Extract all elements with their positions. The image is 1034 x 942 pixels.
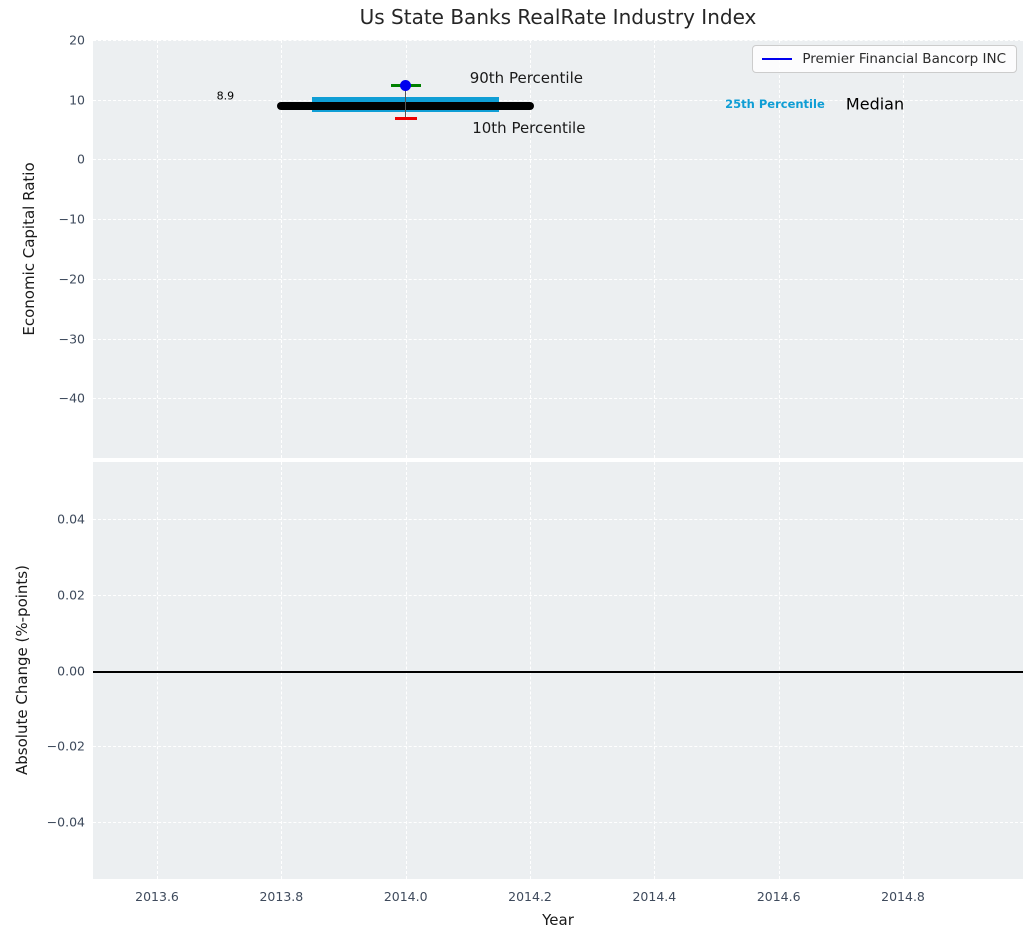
y-tick-label: 0.00	[57, 663, 85, 678]
y-gridline	[93, 99, 1023, 101]
legend: Premier Financial Bancorp INC	[752, 45, 1017, 73]
y-tick-label: 0.04	[57, 511, 85, 527]
y-tick-label: 0	[77, 151, 85, 167]
x-tick-label: 2014.2	[508, 889, 552, 904]
annotation-p10: 10th Percentile	[472, 118, 586, 137]
x-gridline	[405, 40, 407, 458]
legend-label: Premier Financial Bancorp INC	[802, 51, 1006, 67]
top-plot-area: Premier Financial Bancorp INC 8.9 90th Pe…	[93, 40, 1023, 458]
y-axis-ticks-bottom: 0.04 0.02 0.00 −0.02 −0.04	[0, 462, 85, 879]
y-tick-label: 0.02	[57, 587, 85, 603]
y-tick-label: −0.02	[46, 738, 85, 754]
y-gridline	[93, 338, 1023, 340]
y-gridline	[93, 219, 1023, 221]
y-gridline	[93, 594, 1023, 596]
y-gridline	[93, 40, 1023, 41]
y-tick-label: 20	[69, 32, 85, 48]
x-tick-label: 2014.8	[881, 889, 925, 904]
chart-title: Us State Banks RealRate Industry Index	[359, 5, 757, 29]
y-gridline	[93, 159, 1023, 161]
x-axis-ticks: 2013.6 2013.8 2014.0 2014.2 2014.4 2014.6 2014…	[93, 889, 1023, 909]
x-gridline	[654, 40, 656, 458]
x-gridline	[157, 40, 159, 458]
y-tick-label: 10	[69, 92, 85, 108]
y-gridline	[93, 278, 1023, 280]
x-gridline	[281, 40, 283, 458]
annotation-p90: 90th Percentile	[469, 68, 583, 87]
x-gridline	[778, 40, 780, 458]
x-tick-label: 2013.6	[135, 889, 179, 904]
x-tick-label: 2013.8	[259, 889, 304, 904]
annotation-median: Median	[845, 94, 905, 114]
y-gridline	[93, 398, 1023, 400]
y-tick-label: −40	[58, 390, 85, 406]
company-data-point	[400, 79, 412, 91]
y-gridline	[93, 518, 1023, 520]
x-tick-label: 2014.0	[383, 889, 428, 904]
whisker-line	[404, 85, 407, 119]
annotation-p25: 25th Percentile	[725, 97, 825, 112]
y-tick-label: −20	[58, 271, 85, 287]
x-tick-label: 2014.6	[756, 889, 801, 904]
x-axis-label: Year	[542, 911, 574, 929]
legend-line-swatch	[762, 58, 793, 60]
zero-line	[93, 670, 1023, 673]
y-gridline	[93, 822, 1023, 824]
y-axis-ticks-top: 20 10 0 −10 −20 −30 −40	[0, 33, 85, 458]
y-tick-label: −30	[58, 331, 85, 347]
annotation-median-value: 8.9	[216, 89, 235, 103]
y-tick-label: −10	[58, 211, 85, 227]
p10-cap	[394, 117, 417, 121]
y-gridline	[93, 746, 1023, 748]
x-gridline	[530, 40, 532, 458]
x-tick-label: 2014.4	[632, 889, 677, 904]
bottom-plot-area	[93, 462, 1023, 879]
x-gridline	[903, 40, 905, 458]
y-tick-label: −0.04	[46, 814, 85, 830]
